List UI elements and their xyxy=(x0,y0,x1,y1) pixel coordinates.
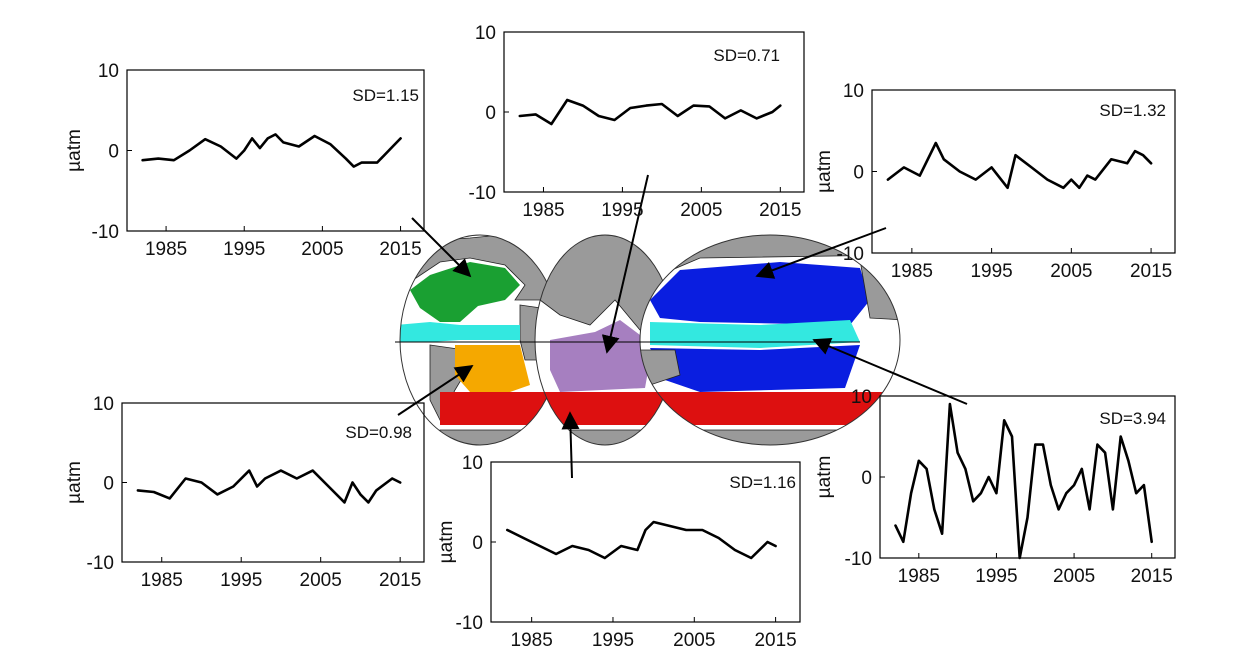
x-tick-label: 1985 xyxy=(511,630,553,651)
series-line-south-atlantic xyxy=(136,469,402,504)
y-tick-label: 0 xyxy=(861,468,872,489)
y-axis-label: µatm xyxy=(64,129,85,172)
arrow-north-atlantic xyxy=(411,217,472,278)
ocean-region-map xyxy=(395,234,901,446)
x-tick-label: 2005 xyxy=(300,570,342,591)
y-tick-label: 10 xyxy=(475,23,496,44)
y-tick-label: -10 xyxy=(845,549,872,570)
y-tick-label: 0 xyxy=(853,163,864,184)
x-tick-label: 1995 xyxy=(220,570,262,591)
sd-annotation: SD=3.94 xyxy=(1099,409,1166,428)
x-tick-label: 1985 xyxy=(145,239,187,260)
x-tick-label: 2015 xyxy=(1130,261,1172,282)
panel-equatorial-pacific: 10 0 -10 1985 1995 2005 2015 µatm SD=3.94 xyxy=(814,387,1176,587)
panel-indian-ocean: 10 0 -10 1985 1995 2005 2015 SD=0.71 xyxy=(469,23,805,221)
x-tick-label: 1995 xyxy=(975,566,1017,587)
pacific-land-australia xyxy=(640,349,681,386)
sd-annotation: SD=0.98 xyxy=(345,423,412,442)
series-line-north-pacific xyxy=(886,141,1153,190)
x-tick-label: 2015 xyxy=(759,200,801,221)
pointer-arrows xyxy=(397,174,968,479)
y-tick-label: -10 xyxy=(469,183,496,204)
series-line-north-atlantic xyxy=(141,133,402,168)
y-tick-label: 10 xyxy=(98,61,119,82)
panel-north-atlantic: 10 0 -10 1985 1995 2005 2015 µatm SD=1.15 xyxy=(64,61,425,260)
y-tick-label: 10 xyxy=(462,453,483,474)
x-tick-label: 1985 xyxy=(891,261,933,282)
y-axis-label: µatm xyxy=(64,461,85,504)
sd-annotation: SD=1.15 xyxy=(352,86,419,105)
y-tick-label: -10 xyxy=(837,244,864,265)
atlantic-land-antarctica xyxy=(439,429,560,445)
equatorial-atlantic-region xyxy=(400,322,520,342)
series-line-equatorial-pacific xyxy=(894,402,1153,560)
y-tick-label: 0 xyxy=(108,142,119,163)
southern-ocean-atlantic xyxy=(440,392,560,425)
panel-south-atlantic: 10 0 -10 1985 1995 2005 2015 µatm SD=0.98 xyxy=(64,394,425,591)
y-tick-label: 0 xyxy=(472,533,483,554)
y-axis-label: µatm xyxy=(814,150,835,193)
north-pacific-region xyxy=(650,262,870,325)
y-tick-label: -10 xyxy=(456,613,483,634)
x-tick-label: 1995 xyxy=(592,630,634,651)
y-tick-label: -10 xyxy=(87,553,114,574)
x-tick-label: 1985 xyxy=(141,570,183,591)
sd-annotation: SD=1.16 xyxy=(729,473,796,492)
x-tick-label: 2005 xyxy=(301,239,343,260)
x-tick-label: 2015 xyxy=(1131,566,1173,587)
panel-north-pacific: 10 0 -10 1985 1995 2005 2015 µatm SD=1.32 xyxy=(814,81,1176,282)
x-tick-label: 1995 xyxy=(601,200,643,221)
pacific-lobe-outline xyxy=(639,234,901,446)
x-tick-label: 2005 xyxy=(1053,566,1095,587)
southern-ocean-indian xyxy=(535,392,675,425)
x-tick-label: 1985 xyxy=(898,566,940,587)
atlantic-land-north xyxy=(400,235,560,302)
y-axis-label: µatm xyxy=(814,456,835,499)
series-line-southern-ocean xyxy=(505,520,777,560)
atlantic-lobe xyxy=(400,235,560,445)
y-tick-label: 10 xyxy=(851,387,872,408)
pacific-land-antarctica xyxy=(640,429,900,445)
x-tick-label: 2015 xyxy=(379,239,421,260)
y-tick-label: 0 xyxy=(485,103,496,124)
y-tick-label: -10 xyxy=(92,222,119,243)
arrow-equatorial-pacific xyxy=(812,337,968,405)
y-axis-label: µatm xyxy=(436,521,457,564)
x-tick-label: 1995 xyxy=(223,239,265,260)
x-tick-label: 1995 xyxy=(970,261,1012,282)
x-tick-label: 2015 xyxy=(754,630,796,651)
equatorial-pacific-region xyxy=(650,320,860,348)
x-tick-label: 2015 xyxy=(379,570,421,591)
x-tick-label: 1985 xyxy=(522,200,564,221)
y-tick-label: 10 xyxy=(93,394,114,415)
arrow-south-atlantic xyxy=(397,365,474,416)
arrow-southern-ocean xyxy=(561,411,580,479)
indian-land-antarctica xyxy=(535,429,675,445)
panel-southern-ocean: 10 0 -10 1985 1995 2005 2015 µatm SD=1.16 xyxy=(436,453,801,651)
indian-ocean-region xyxy=(550,320,650,392)
sd-annotation: SD=0.71 xyxy=(713,46,780,65)
north-atlantic-region xyxy=(410,262,520,322)
series-line-indian-ocean xyxy=(518,98,782,126)
y-tick-label: 0 xyxy=(103,474,114,495)
southern-ocean-pacific xyxy=(640,392,900,425)
y-tick-label: 10 xyxy=(843,81,864,102)
pacific-lobe xyxy=(640,235,900,445)
x-tick-label: 2005 xyxy=(673,630,715,651)
south-atlantic-region xyxy=(455,345,530,392)
indian-land-north xyxy=(539,235,675,331)
x-tick-label: 2005 xyxy=(1050,261,1092,282)
sd-annotation: SD=1.32 xyxy=(1099,101,1166,120)
south-pacific-region xyxy=(650,345,860,392)
arrow-north-pacific xyxy=(755,227,887,279)
arrow-indian-ocean xyxy=(601,174,649,354)
x-tick-label: 2005 xyxy=(680,200,722,221)
